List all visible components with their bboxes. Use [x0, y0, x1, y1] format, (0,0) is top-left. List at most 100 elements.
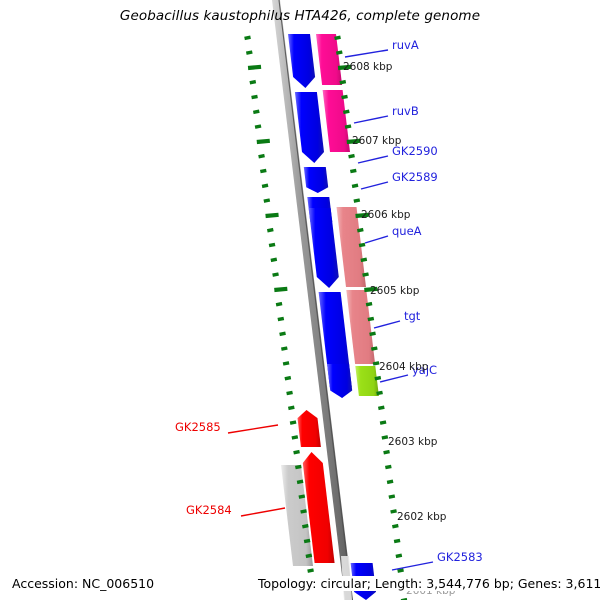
- ruler-minor-tick: [377, 405, 385, 411]
- ruler-minor-tick-left: [254, 124, 262, 129]
- ruler-major-tick: [364, 286, 378, 293]
- ruler-minor-tick: [339, 79, 347, 85]
- ruler-minor-tick: [360, 257, 368, 263]
- ruler-minor-tick-left: [286, 390, 293, 396]
- gene-feature-ruvB-mag[interactable]: [322, 90, 350, 152]
- ruler-minor-tick: [390, 509, 397, 514]
- ruler-minor-tick: [386, 479, 394, 485]
- ruler-minor-tick: [342, 109, 350, 115]
- ruler-minor-tick: [376, 390, 383, 396]
- ruler-minor-tick-left: [244, 35, 251, 41]
- gene-feature-yajC-blue[interactable]: [327, 364, 353, 398]
- gene-feature-GK2584-red[interactable]: [302, 452, 335, 563]
- ruler-position-label: 2605 kbp: [370, 285, 420, 297]
- ruler-minor-tick: [349, 168, 357, 174]
- leader-line-tgt: [373, 320, 401, 329]
- leader-line-ruvB: [353, 115, 389, 124]
- ruler-position-label: 2602 kbp: [397, 511, 447, 523]
- gene-feature-queA-blue[interactable]: [308, 208, 339, 288]
- ruler-tick-group: [244, 35, 408, 600]
- ruler-minor-tick-left: [307, 568, 314, 573]
- ruler-minor-tick-left: [272, 272, 279, 277]
- leader-line-yajC: [379, 374, 409, 383]
- ruler-minor-tick: [369, 331, 376, 337]
- ruler-minor-tick-left: [291, 435, 299, 440]
- gene-feature-GK2590-blue[interactable]: [303, 167, 329, 193]
- leader-line-GK2589: [360, 181, 389, 190]
- ruler-minor-tick: [335, 50, 343, 55]
- gene-feature-ruvA-blue[interactable]: [288, 34, 316, 88]
- gene-feature-queA-salmon[interactable]: [336, 207, 367, 287]
- ruler-minor-tick-left: [294, 464, 302, 470]
- ruler-minor-tick-left: [293, 449, 300, 455]
- ruler-minor-tick: [344, 124, 352, 129]
- ruler-position-label: 2607 kbp: [352, 135, 402, 147]
- ruler-major-tick-left: [247, 64, 262, 71]
- gene-label-GK2585[interactable]: GK2585: [175, 420, 221, 434]
- ruler-minor-tick: [356, 227, 364, 233]
- gene-label-ruvA[interactable]: ruvA: [392, 38, 419, 52]
- ruler-minor-tick-left: [302, 523, 309, 529]
- ruler-minor-tick: [392, 523, 399, 529]
- ruler-minor-tick-left: [280, 346, 288, 351]
- gene-feature-group[interactable]: [281, 34, 379, 600]
- ruler-minor-tick-left: [258, 153, 265, 159]
- accession-status: Accession: NC_006510: [12, 576, 155, 591]
- ruler-minor-tick-left: [245, 50, 253, 55]
- gene-label-GK2590[interactable]: GK2590: [392, 144, 438, 158]
- ruler-minor-tick-left: [266, 227, 274, 233]
- gene-label-ruvB[interactable]: ruvB: [392, 104, 419, 118]
- leader-line-GK2585: [227, 424, 279, 434]
- gene-label-GK2584[interactable]: GK2584: [186, 503, 232, 517]
- ruler-minor-tick: [381, 435, 389, 440]
- ruler-minor-tick: [383, 449, 390, 455]
- gene-feature-tgt-salmon[interactable]: [346, 290, 376, 364]
- gene-feature-ruvA-mag[interactable]: [316, 34, 343, 85]
- ruler-minor-tick: [358, 242, 366, 248]
- leader-line-GK2590: [357, 155, 389, 164]
- ruler-minor-tick-left: [251, 94, 258, 100]
- genome-backbone-axis[interactable]: [272, 0, 353, 600]
- ruler-minor-tick: [379, 420, 387, 425]
- label-leader-line-group: [227, 49, 434, 571]
- ruler-minor-tick: [365, 301, 373, 307]
- gene-label-GK2589[interactable]: GK2589: [392, 170, 438, 184]
- ruler-minor-tick: [370, 346, 378, 351]
- ruler-minor-tick: [351, 183, 359, 189]
- ruler-minor-tick: [374, 375, 382, 381]
- leader-line-GK2584: [240, 507, 286, 517]
- ruler-minor-tick: [362, 272, 369, 277]
- ruler-minor-tick-left: [263, 198, 271, 203]
- ruler-position-label: 2604 kbp: [379, 361, 429, 373]
- ruler-minor-tick-left: [268, 242, 276, 248]
- ruler-minor-tick: [348, 153, 355, 159]
- ruler-minor-tick: [395, 553, 403, 559]
- gene-label-yajC[interactable]: yajC: [412, 363, 438, 377]
- gene-feature-GK2585-red[interactable]: [297, 410, 321, 447]
- ruler-minor-tick: [397, 568, 404, 573]
- ruler-major-tick: [355, 212, 369, 219]
- ruler-major-tick-left: [256, 138, 270, 145]
- ruler-minor-tick-left: [305, 553, 313, 559]
- ruler-minor-tick: [393, 538, 401, 544]
- ruler-minor-tick: [384, 464, 392, 470]
- gene-feature-ruvB-blue[interactable]: [294, 92, 324, 163]
- ruler-minor-tick-left: [298, 494, 306, 499]
- genome-summary-status: Topology: circular; Length: 3,544,776 bp…: [258, 576, 600, 591]
- ruler-minor-tick-left: [261, 183, 269, 189]
- ruler-minor-tick-left: [303, 538, 311, 544]
- ruler-minor-tick-left: [284, 375, 292, 381]
- gene-label-queA[interactable]: queA: [392, 224, 422, 238]
- ruler-minor-tick-left: [300, 509, 307, 514]
- ruler-minor-tick: [334, 35, 341, 41]
- ruler-minor-tick-left: [277, 316, 285, 322]
- gene-feature-yajC-green[interactable]: [355, 366, 379, 396]
- gene-label-tgt[interactable]: tgt: [404, 309, 421, 323]
- ruler-minor-tick-left: [279, 331, 286, 337]
- gene-label-GK2583[interactable]: GK2583: [437, 550, 483, 564]
- ruler-major-tick-left: [265, 212, 279, 219]
- ruler-minor-tick-left: [249, 79, 257, 85]
- ruler-minor-tick-left: [296, 479, 304, 485]
- ruler-minor-tick: [372, 361, 380, 366]
